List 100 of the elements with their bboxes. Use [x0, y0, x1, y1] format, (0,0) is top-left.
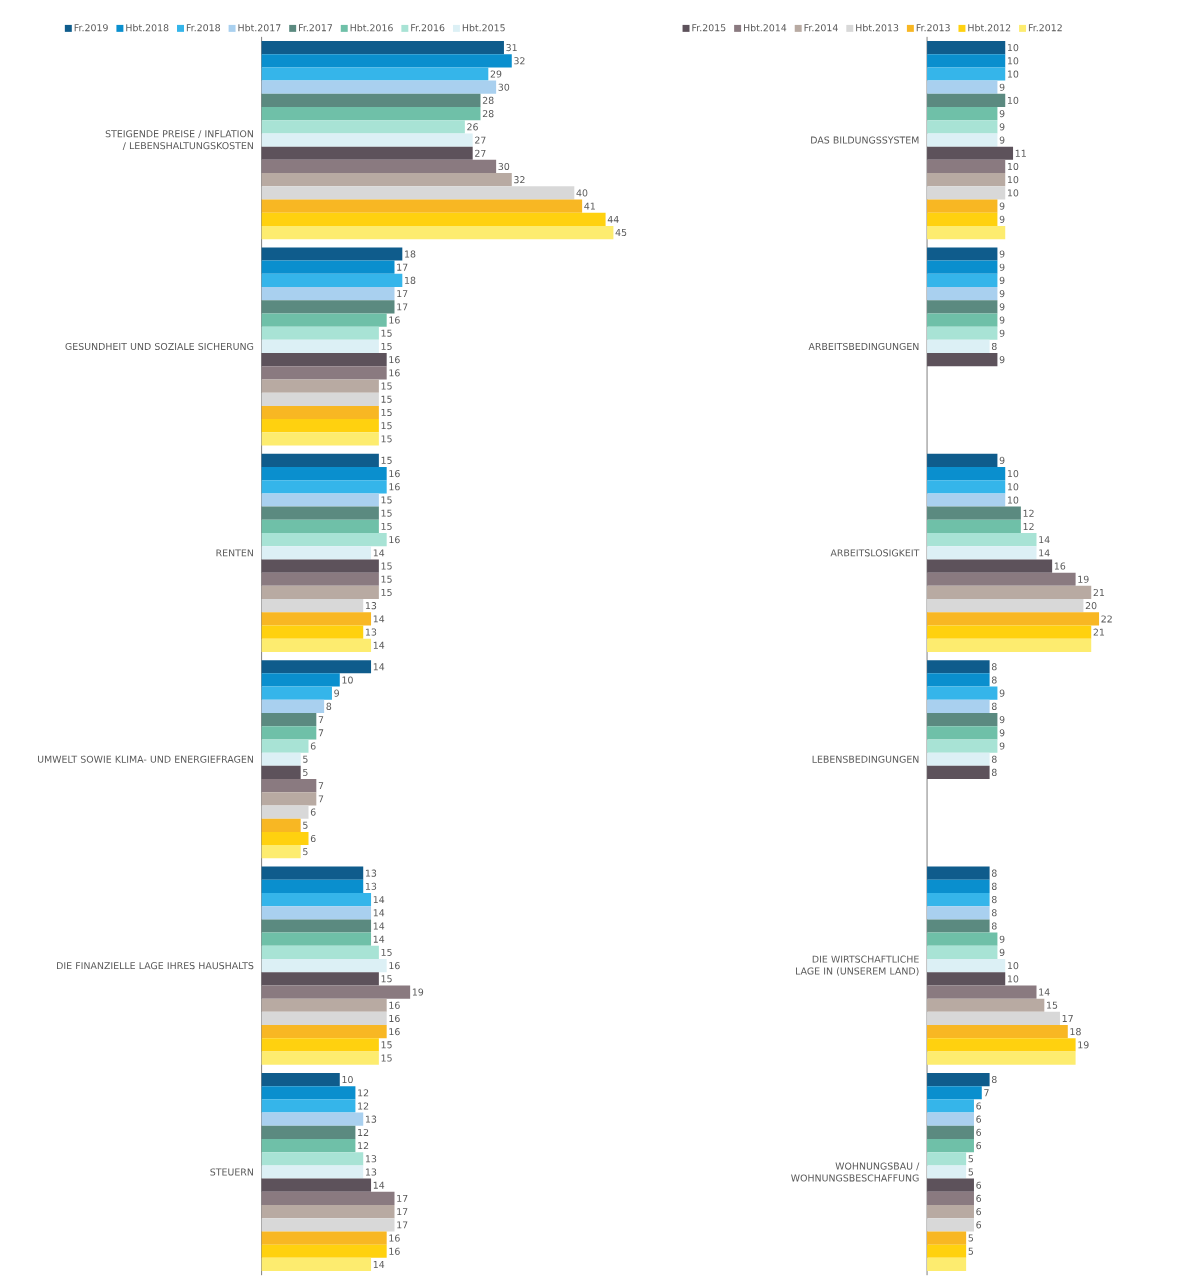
bar — [261, 339, 380, 354]
data-label: 14 — [1039, 988, 1050, 996]
data-label: 8 — [992, 1075, 997, 1084]
data-label: 15 — [381, 395, 392, 403]
data-label: 8 — [992, 882, 997, 890]
data-label: 7 — [318, 795, 324, 803]
bar — [927, 866, 990, 880]
bar — [927, 546, 1037, 560]
data-label: 15 — [381, 575, 392, 583]
legend-label: Fr.2019 — [74, 24, 108, 32]
data-label: 15 — [381, 509, 392, 517]
data-label: 7 — [318, 716, 324, 724]
data-label: 8 — [992, 342, 997, 351]
bar — [261, 699, 325, 713]
data-label: 9 — [999, 456, 1005, 464]
bar — [927, 585, 1092, 600]
bar — [927, 480, 1006, 494]
data-label: 9 — [999, 729, 1005, 737]
y-tick-label: WOHNUNGSBAU / WOHNUNGSBESCHAFFUNG — [791, 1162, 920, 1182]
data-label: 17 — [397, 303, 408, 311]
bar — [261, 1257, 372, 1272]
y-tick-label: DIE FINANZIELLE LAGE IHRES HAUSHALTS — [57, 962, 254, 970]
bar — [927, 199, 998, 213]
data-label: 5 — [303, 848, 308, 856]
data-label: 18 — [405, 250, 416, 258]
bar — [261, 1152, 364, 1166]
bar — [261, 533, 387, 547]
data-label: 6 — [976, 1128, 982, 1136]
bar — [261, 1125, 356, 1139]
data-label: 5 — [303, 768, 308, 776]
data-label: 10 — [1008, 70, 1019, 78]
bar — [927, 247, 998, 261]
data-label: 21 — [1093, 628, 1105, 636]
data-label: 19 — [1078, 575, 1089, 583]
bar — [927, 80, 998, 94]
data-label: 9 — [999, 263, 1005, 271]
data-label: 6 — [311, 834, 316, 843]
data-label: 12 — [1023, 522, 1034, 530]
bar — [261, 419, 380, 433]
data-label: 28 — [483, 110, 494, 118]
data-label: 15 — [381, 382, 392, 390]
bar — [261, 199, 583, 213]
bar — [927, 1125, 975, 1139]
data-label: 5 — [303, 755, 308, 763]
bar — [261, 225, 614, 240]
bar — [927, 765, 990, 780]
bar — [261, 80, 497, 94]
bar — [927, 1072, 990, 1087]
data-label: 14 — [373, 1181, 385, 1189]
data-label: 6 — [976, 1194, 982, 1202]
data-label: 45 — [615, 229, 627, 237]
data-label: 9 — [999, 948, 1005, 956]
data-label: 40 — [576, 189, 588, 197]
bar — [261, 519, 380, 534]
data-label: 13 — [366, 1115, 377, 1123]
data-label: 13 — [366, 869, 377, 877]
bar — [261, 186, 575, 200]
bar — [927, 1112, 975, 1126]
data-label: 9 — [999, 329, 1005, 337]
bar — [261, 1165, 364, 1179]
bar — [927, 225, 1006, 240]
bar — [927, 625, 1092, 639]
bar — [261, 1178, 372, 1192]
data-label: 8 — [992, 702, 997, 710]
bar — [261, 313, 387, 327]
bar — [261, 1025, 387, 1039]
data-label: 12 — [358, 1128, 369, 1136]
data-label: 15 — [381, 422, 392, 430]
bar — [261, 146, 473, 160]
data-label: 9 — [334, 689, 340, 697]
legend-label: Fr.2012 — [1029, 24, 1062, 32]
bar — [927, 519, 1022, 534]
data-label: 19 — [413, 988, 424, 996]
data-label: 6 — [976, 1142, 982, 1150]
bar — [927, 1218, 975, 1232]
bar — [261, 1218, 395, 1232]
bar — [927, 313, 998, 327]
y-tick-label: UMWELT SOWIE KLIMA- UND ENERGIEFRAGEN — [38, 755, 254, 763]
bar — [261, 247, 403, 261]
bar — [927, 1011, 1061, 1026]
legend-label: Fr.2017 — [299, 24, 333, 32]
data-label: 15 — [381, 948, 392, 956]
data-label: 17 — [397, 1208, 408, 1216]
bar — [261, 212, 606, 226]
bar — [927, 93, 1006, 108]
data-label: 30 — [498, 83, 510, 91]
bar — [261, 453, 380, 467]
data-label: 15 — [381, 329, 392, 337]
bar — [261, 67, 489, 81]
data-label: 16 — [389, 1247, 400, 1255]
data-label: 15 — [381, 1041, 392, 1049]
bar — [261, 892, 372, 907]
data-label: 41 — [584, 202, 596, 210]
bar — [927, 107, 998, 121]
data-label: 15 — [381, 435, 392, 443]
data-label: 15 — [381, 562, 392, 570]
bar — [261, 1205, 395, 1219]
bar — [261, 879, 364, 893]
data-label: 5 — [968, 1168, 974, 1176]
data-label: 10 — [1008, 962, 1019, 970]
